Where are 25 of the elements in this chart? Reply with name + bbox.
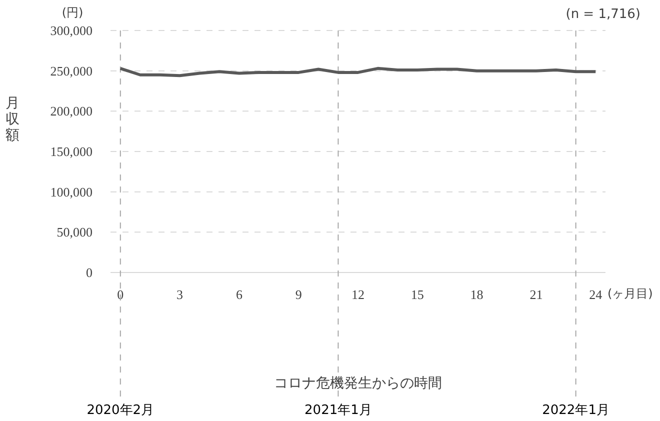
y-tick-label: 0 xyxy=(86,265,92,280)
x-tick-label: 24 xyxy=(589,287,603,302)
ref-line-label: 2021年1月 xyxy=(304,403,372,418)
y-tick-label: 250,000 xyxy=(50,63,92,78)
y-tick-label: 50,000 xyxy=(56,224,92,240)
x-tick-label: 15 xyxy=(410,287,424,302)
y-tick-label: 150,000 xyxy=(50,144,92,159)
x-tick-label: 3 xyxy=(176,287,184,302)
y-axis-title: 月収額 xyxy=(6,96,20,144)
x-tick-label: 21 xyxy=(530,287,543,302)
x-tick-label: 0 xyxy=(117,287,124,302)
x-tick-label: 12 xyxy=(352,287,364,302)
y-tick-label: 100,000 xyxy=(50,184,92,200)
y-tick-label: 200,000 xyxy=(50,104,92,119)
ref-line-label: 2022年1月 xyxy=(542,403,610,418)
text: (n = 1,716) xyxy=(566,7,641,22)
text: コロナ危機発生からの時間 xyxy=(274,376,442,392)
x-tick-label: 9 xyxy=(295,287,302,302)
text: (ヶ月目) xyxy=(608,286,653,300)
text: (円) xyxy=(62,6,84,20)
y-tick-label: 300,000 xyxy=(50,23,92,38)
line-series xyxy=(118,66,598,78)
x-tick-label: 6 xyxy=(236,287,243,302)
ref-line-label: 2020年2月 xyxy=(86,403,154,418)
x-tick-label: 18 xyxy=(470,287,484,302)
